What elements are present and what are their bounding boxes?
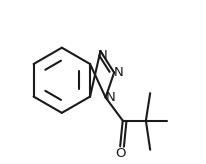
Text: N: N xyxy=(98,49,108,62)
Text: N: N xyxy=(114,66,124,79)
Text: N: N xyxy=(105,91,115,104)
Text: O: O xyxy=(115,147,125,160)
